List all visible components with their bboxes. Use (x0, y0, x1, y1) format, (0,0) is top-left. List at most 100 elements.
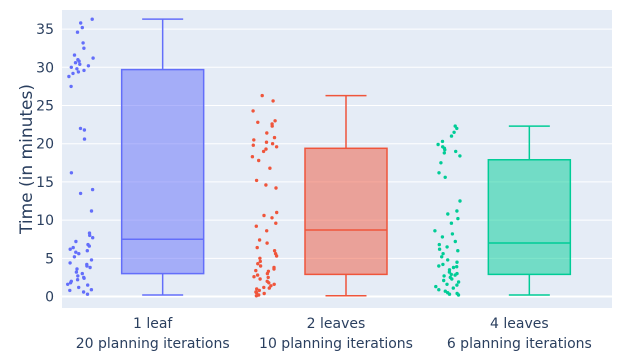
data-point (81, 41, 85, 45)
data-point (76, 274, 80, 278)
y-tick-label: 25 (36, 99, 54, 115)
data-point (77, 59, 81, 63)
data-point (272, 282, 276, 286)
category-label: 1 leaf (133, 316, 173, 332)
data-point (265, 271, 270, 276)
data-point (437, 242, 441, 247)
y-tick-label: 20 (36, 137, 54, 153)
data-point (439, 161, 443, 165)
data-point (74, 250, 78, 254)
data-point (257, 158, 261, 163)
data-point (71, 71, 75, 76)
data-point (86, 283, 90, 287)
data-point (75, 30, 80, 34)
data-point (274, 186, 278, 190)
data-point (69, 65, 74, 70)
data-point (456, 249, 460, 253)
data-point (74, 239, 78, 244)
data-point (75, 67, 79, 71)
data-point (87, 244, 92, 248)
data-point (256, 262, 260, 266)
data-point (274, 221, 278, 225)
data-point (262, 213, 266, 218)
data-point (258, 259, 262, 264)
data-point (446, 258, 450, 262)
data-point (449, 272, 453, 277)
data-point (71, 245, 75, 250)
data-point (73, 61, 78, 65)
data-point (89, 209, 94, 213)
data-point (447, 292, 452, 296)
data-point (451, 265, 456, 270)
category-labels: 1 leaf 20 planning iterations 2 leaves 10 p… (76, 316, 592, 352)
data-point (69, 171, 74, 175)
box-iqr (304, 147, 388, 276)
data-point (264, 140, 269, 144)
data-point (455, 291, 459, 296)
data-point (250, 155, 255, 159)
data-point (273, 119, 277, 123)
data-point (75, 267, 79, 271)
data-point (88, 265, 92, 270)
data-point (272, 249, 277, 253)
data-point (447, 270, 452, 274)
data-point (88, 233, 92, 238)
category-label: 2 leaves (307, 316, 366, 332)
data-point (255, 245, 259, 250)
data-point (272, 267, 276, 271)
y-tick-label: 10 (36, 213, 54, 229)
data-point (85, 292, 90, 296)
data-point (437, 247, 442, 251)
data-point (257, 288, 261, 293)
data-point (264, 147, 268, 151)
data-point (458, 199, 462, 203)
data-point (68, 281, 73, 285)
data-point (450, 277, 454, 281)
data-point (265, 241, 269, 245)
data-point (77, 252, 81, 256)
data-point (436, 142, 440, 147)
y-tick-label: 5 (45, 251, 54, 267)
data-point (66, 282, 70, 286)
data-point (458, 154, 462, 158)
data-point (270, 216, 274, 220)
data-point (267, 281, 271, 285)
data-point (251, 143, 255, 147)
data-point (450, 232, 455, 236)
y-tick-label: 15 (36, 175, 54, 191)
data-point (80, 271, 85, 276)
data-point (268, 166, 272, 170)
data-point (255, 273, 260, 277)
data-point (453, 273, 457, 277)
data-point (69, 84, 73, 89)
data-point (456, 216, 460, 221)
data-point (266, 275, 270, 280)
data-point (82, 128, 87, 132)
data-point (75, 278, 80, 282)
box-traces (120, 18, 572, 297)
box-trace (120, 18, 205, 296)
data-point (433, 229, 437, 233)
data-point (260, 93, 264, 98)
data-point (265, 131, 269, 135)
category-label: 4 leaves (490, 316, 549, 332)
data-point (90, 187, 95, 192)
data-point (451, 286, 455, 290)
data-point (254, 224, 258, 228)
data-point (257, 238, 262, 242)
data-point (267, 286, 271, 290)
data-point (446, 212, 450, 216)
data-point (440, 139, 445, 144)
data-point (81, 290, 86, 294)
data-point (255, 287, 259, 291)
data-point (437, 288, 441, 292)
data-point (453, 239, 457, 244)
data-point (256, 120, 260, 125)
data-point (89, 288, 94, 292)
data-point (82, 68, 86, 73)
data-point (455, 283, 459, 287)
data-point (455, 126, 459, 131)
data-point (442, 151, 446, 155)
data-point (252, 275, 256, 279)
box-trace (487, 125, 572, 296)
